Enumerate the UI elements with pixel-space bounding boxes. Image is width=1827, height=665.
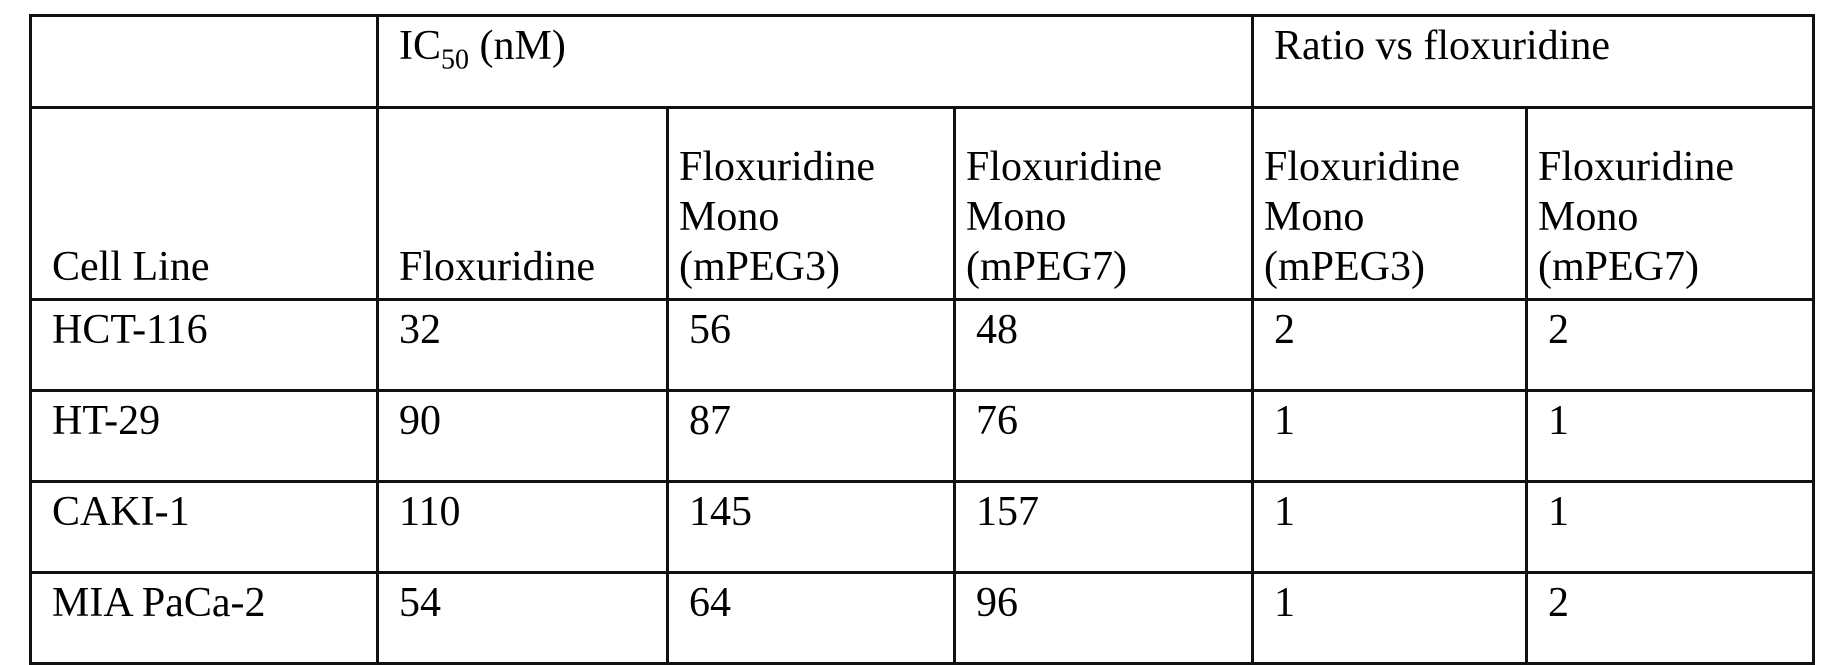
cell-line: HT-29	[31, 391, 378, 482]
cell-value: 110	[378, 482, 668, 573]
cell-line: MIA PaCa-2	[31, 573, 378, 664]
header-line: Floxuridine	[679, 142, 945, 192]
cell-line: CAKI-1	[31, 482, 378, 573]
cell-value: 2	[1253, 300, 1527, 391]
header-row-columns: Cell Line Floxuridine FloxuridineMono(mP…	[31, 108, 1814, 300]
col-header-mpeg7-ratio: FloxuridineMono(mPEG7)	[1527, 108, 1814, 300]
empty-corner-cell	[31, 16, 378, 108]
col-header-mpeg3-ratio: FloxuridineMono(mPEG3)	[1253, 108, 1527, 300]
header-line: (mPEG7)	[966, 242, 1243, 292]
header-line: Floxuridine	[966, 142, 1243, 192]
cell-value: 1	[1527, 391, 1814, 482]
header-line: (mPEG7)	[1538, 242, 1804, 292]
cell-value: 1	[1527, 482, 1814, 573]
cell-value: 56	[668, 300, 955, 391]
header-line: Mono	[966, 192, 1243, 242]
cell-value: 48	[955, 300, 1253, 391]
header-line: Floxuridine	[1538, 142, 1804, 192]
table-row: HCT-11632564822	[31, 300, 1814, 391]
cell-value: 2	[1527, 573, 1814, 664]
cell-value: 1	[1253, 391, 1527, 482]
col-header-cell-line: Cell Line	[31, 108, 378, 300]
header-line: Mono	[1538, 192, 1804, 242]
header-line: (mPEG3)	[1264, 242, 1517, 292]
cell-value: 54	[378, 573, 668, 664]
table-row: MIA PaCa-254649612	[31, 573, 1814, 664]
cell-value: 96	[955, 573, 1253, 664]
header-line: (mPEG3)	[679, 242, 945, 292]
cell-value: 87	[668, 391, 955, 482]
ic50-table: IC50 (nM) Ratio vs floxuridine Cell Line…	[29, 14, 1815, 665]
cell-value: 1	[1253, 573, 1527, 664]
cell-value: 64	[668, 573, 955, 664]
header-row-group: IC50 (nM) Ratio vs floxuridine	[31, 16, 1814, 108]
table-row: HT-2990877611	[31, 391, 1814, 482]
header-line: Mono	[679, 192, 945, 242]
cell-line: HCT-116	[31, 300, 378, 391]
cell-value: 145	[668, 482, 955, 573]
ic50-subscript: 50	[441, 44, 469, 75]
col-header-mpeg3-ic50: FloxuridineMono(mPEG3)	[668, 108, 955, 300]
ic50-unit: (nM)	[469, 23, 566, 69]
header-line: Floxuridine	[1264, 142, 1517, 192]
ic50-group-header: IC50 (nM)	[378, 16, 1253, 108]
header-line: Mono	[1264, 192, 1517, 242]
ic50-label: IC	[399, 23, 441, 69]
table-row: CAKI-111014515711	[31, 482, 1814, 573]
cell-value: 1	[1253, 482, 1527, 573]
ratio-group-header: Ratio vs floxuridine	[1253, 16, 1814, 108]
cell-value: 90	[378, 391, 668, 482]
cell-value: 157	[955, 482, 1253, 573]
col-header-floxuridine: Floxuridine	[378, 108, 668, 300]
cell-value: 32	[378, 300, 668, 391]
col-header-mpeg7-ic50: FloxuridineMono(mPEG7)	[955, 108, 1253, 300]
cell-value: 76	[955, 391, 1253, 482]
cell-value: 2	[1527, 300, 1814, 391]
